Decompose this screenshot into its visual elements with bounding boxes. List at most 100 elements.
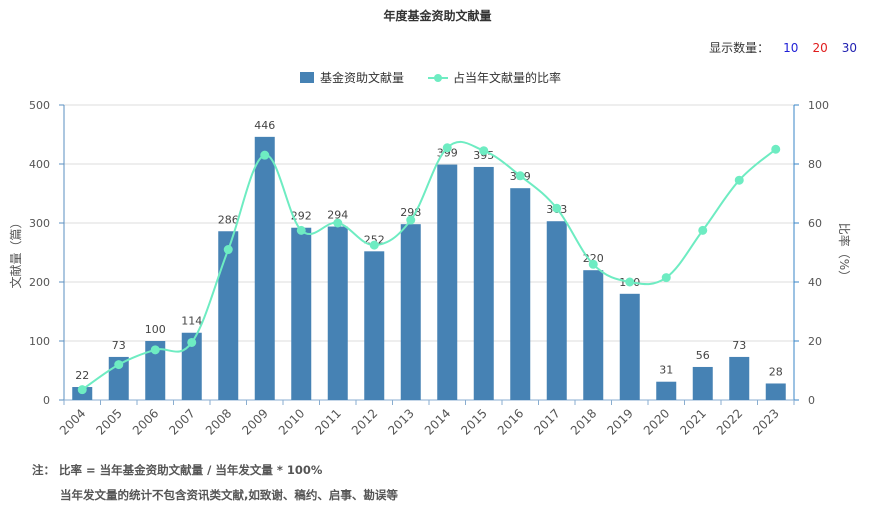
ratio-point bbox=[260, 150, 270, 160]
publication-count-footnote: 当年发文量的统计不包含资讯类文献,如致谢、稿约、启事、勘误等 bbox=[60, 488, 398, 502]
y-axis-tick-label: 100 bbox=[29, 335, 50, 348]
chart-title: 年度基金资助文献量 bbox=[383, 9, 492, 23]
y2-axis-tick-label: 80 bbox=[808, 158, 822, 171]
bar-value-label: 100 bbox=[145, 323, 166, 336]
display-count-selector: 显示数量： 10 20 30 bbox=[709, 39, 857, 56]
bar bbox=[473, 166, 494, 400]
bar-value-label: 252 bbox=[364, 233, 385, 246]
bar bbox=[619, 293, 640, 400]
ratio-point bbox=[734, 175, 744, 185]
ratio-point bbox=[150, 345, 160, 355]
bar bbox=[583, 270, 604, 400]
y-axis-tick-label: 200 bbox=[29, 276, 50, 289]
bar bbox=[400, 224, 421, 400]
ratio-point bbox=[77, 385, 87, 395]
legend-bar-swatch bbox=[300, 72, 314, 83]
bar bbox=[145, 341, 166, 400]
x-axis-tick-label: 2020 bbox=[641, 406, 672, 437]
display-count-option-30[interactable]: 30 bbox=[841, 40, 857, 55]
x-axis-tick-label: 2007 bbox=[166, 406, 197, 437]
ratio-point bbox=[661, 273, 671, 283]
ratio-footnote: 注： 比率 = 当年基金资助文献量 / 当年发文量 * 100% bbox=[32, 463, 323, 477]
bar bbox=[218, 231, 239, 400]
ratio-point bbox=[625, 277, 635, 287]
bar bbox=[181, 332, 202, 400]
ratio-point bbox=[296, 225, 306, 235]
bar-value-label: 292 bbox=[291, 210, 312, 223]
ratio-point bbox=[552, 203, 562, 213]
y-axis-tick-label: 500 bbox=[29, 99, 50, 112]
bar-value-label: 56 bbox=[696, 349, 710, 362]
y2-axis-tick-label: 20 bbox=[808, 335, 822, 348]
bar-value-label: 294 bbox=[327, 209, 348, 222]
x-axis-tick-label: 2022 bbox=[714, 406, 745, 437]
y-axis-tick-label: 400 bbox=[29, 158, 50, 171]
bar bbox=[291, 227, 312, 400]
bar bbox=[765, 383, 786, 400]
bar bbox=[437, 164, 458, 400]
ratio-point bbox=[442, 143, 452, 153]
bar-value-label: 286 bbox=[218, 213, 239, 226]
bar-value-label: 28 bbox=[769, 365, 783, 378]
ratio-point bbox=[588, 259, 598, 269]
y2-axis-title: 比率（%） bbox=[837, 223, 852, 282]
x-axis-tick-label: 2008 bbox=[203, 406, 234, 437]
y-axis-tick-label: 0 bbox=[43, 394, 50, 407]
bar-value-label: 446 bbox=[254, 119, 275, 132]
ratio-point bbox=[114, 360, 124, 370]
x-axis-tick-label: 2010 bbox=[276, 406, 307, 437]
bar bbox=[327, 226, 348, 400]
ratio-point bbox=[369, 240, 379, 250]
ratio-point bbox=[698, 225, 708, 235]
bar bbox=[546, 221, 567, 400]
y2-axis-tick-label: 60 bbox=[808, 217, 822, 230]
x-axis-tick-label: 2015 bbox=[458, 406, 489, 437]
x-axis-tick-label: 2014 bbox=[422, 406, 453, 437]
x-axis-tick-label: 2016 bbox=[495, 406, 526, 437]
bar bbox=[254, 136, 275, 401]
bar-value-label: 31 bbox=[659, 364, 673, 377]
bar bbox=[364, 251, 385, 400]
x-axis-tick-label: 2012 bbox=[349, 406, 380, 437]
ratio-point bbox=[771, 144, 781, 154]
x-axis-tick-label: 2017 bbox=[531, 406, 562, 437]
display-count-option-10[interactable]: 10 bbox=[783, 40, 799, 55]
bar bbox=[729, 356, 750, 400]
x-axis-tick-label: 2011 bbox=[312, 406, 343, 437]
x-axis-tick-label: 2013 bbox=[385, 406, 416, 437]
legend-line-label: 占当年文献量的比率 bbox=[453, 70, 561, 85]
x-axis-tick-label: 2006 bbox=[130, 406, 161, 437]
display-count-label: 显示数量： bbox=[709, 41, 770, 55]
ratio-point bbox=[187, 337, 197, 347]
x-axis-tick-label: 2004 bbox=[57, 406, 88, 437]
x-axis-tick-label: 2023 bbox=[750, 406, 781, 437]
legend-line-marker bbox=[434, 74, 442, 82]
bar bbox=[510, 188, 531, 400]
bar bbox=[692, 366, 713, 400]
y2-axis-tick-label: 100 bbox=[808, 99, 829, 112]
ratio-line bbox=[81, 140, 777, 391]
ratio-point bbox=[515, 171, 525, 181]
x-axis-tick-label: 2005 bbox=[93, 406, 124, 437]
ratio-point bbox=[406, 215, 416, 225]
y-axis-tick-label: 300 bbox=[29, 217, 50, 230]
x-axis-tick-label: 2019 bbox=[604, 406, 635, 437]
y2-axis-tick-label: 0 bbox=[808, 394, 815, 407]
y2-axis-tick-label: 40 bbox=[808, 276, 822, 289]
ratio-point bbox=[479, 146, 489, 156]
bar-value-label: 73 bbox=[112, 339, 126, 352]
y-axis-title: 文献量（篇） bbox=[8, 216, 23, 288]
x-axis-tick-label: 2009 bbox=[239, 406, 270, 437]
ratio-point bbox=[223, 245, 233, 255]
display-count-option-20[interactable]: 20 bbox=[812, 40, 828, 55]
x-axis-tick-label: 2018 bbox=[568, 406, 599, 437]
bar bbox=[656, 381, 677, 400]
x-axis-tick-label: 2021 bbox=[677, 406, 708, 437]
ratio-point bbox=[333, 218, 343, 228]
bar-value-label: 220 bbox=[583, 252, 604, 265]
bar-value-label: 22 bbox=[75, 369, 89, 382]
legend-bar-label: 基金资助文献量 bbox=[320, 70, 404, 85]
bar-value-label: 73 bbox=[732, 339, 746, 352]
bar-value-label: 114 bbox=[181, 315, 202, 328]
